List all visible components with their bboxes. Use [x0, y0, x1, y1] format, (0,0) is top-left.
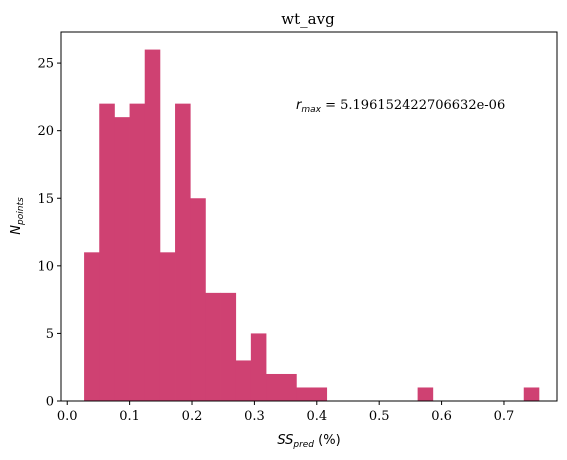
r-max-value: = 5.196152422706632e-06: [321, 98, 505, 113]
histogram-bar: [175, 103, 191, 401]
histogram-bar: [144, 49, 161, 401]
y-axis-label-base: N: [9, 225, 24, 235]
plot-frame: [60, 31, 558, 402]
histogram-bar: [190, 198, 206, 401]
histogram-bar: [129, 103, 146, 401]
histogram-bar: [266, 373, 282, 401]
x-tick-label: 0.2: [182, 409, 203, 424]
x-tick-label: 0.5: [369, 409, 390, 424]
x-tick-label: 0.4: [306, 409, 327, 424]
x-axis-label-unit: (%): [314, 433, 341, 448]
y-axis-label-subscript: points: [16, 197, 26, 226]
histogram-bar: [99, 103, 115, 401]
histogram-bar: [417, 387, 434, 401]
x-axis-label-subscript: pred: [292, 440, 314, 450]
histogram-bar: [311, 387, 328, 401]
x-tick-label: 0.0: [57, 409, 78, 424]
y-tick-label: 25: [37, 57, 54, 72]
r-max-annotation: rmax = 5.196152422706632e-06: [296, 98, 505, 115]
x-axis-ticks: 0.0 0.1 0.2 0.3 0.4 0.5 0.6 0.7: [57, 401, 514, 424]
y-tick-label: 15: [37, 192, 54, 207]
histogram-bar: [523, 387, 540, 401]
histogram-bar: [235, 360, 252, 401]
histogram-bar: [114, 117, 130, 402]
x-tick-label: 0.1: [119, 409, 140, 424]
histogram-bar: [159, 252, 176, 401]
histogram-bar: [250, 333, 267, 401]
x-tick-label: 0.7: [494, 409, 515, 424]
x-tick-label: 0.3: [244, 409, 265, 424]
y-tick-label: 10: [37, 259, 54, 274]
histogram-bar: [220, 292, 237, 401]
x-axis-label-base: SS: [277, 433, 293, 448]
y-axis-label: Npoints: [9, 197, 26, 235]
r-max-subscript: max: [301, 105, 321, 115]
y-axis-ticks: 0 5 10 15 20 25: [37, 57, 61, 410]
histogram-bar: [296, 387, 312, 401]
y-tick-label: 0: [46, 395, 54, 410]
histogram-bar: [84, 252, 100, 401]
histogram-bar: [281, 373, 297, 401]
histogram-bars: [84, 49, 540, 402]
x-axis-label: SSpred (%): [277, 433, 340, 450]
x-tick-label: 0.6: [431, 409, 452, 424]
y-tick-label: 5: [46, 327, 54, 342]
chart-title: wt_avg: [281, 10, 335, 28]
y-tick-label: 20: [37, 124, 54, 139]
r-max-symbol: r: [296, 98, 303, 113]
histogram-bar: [205, 292, 221, 401]
